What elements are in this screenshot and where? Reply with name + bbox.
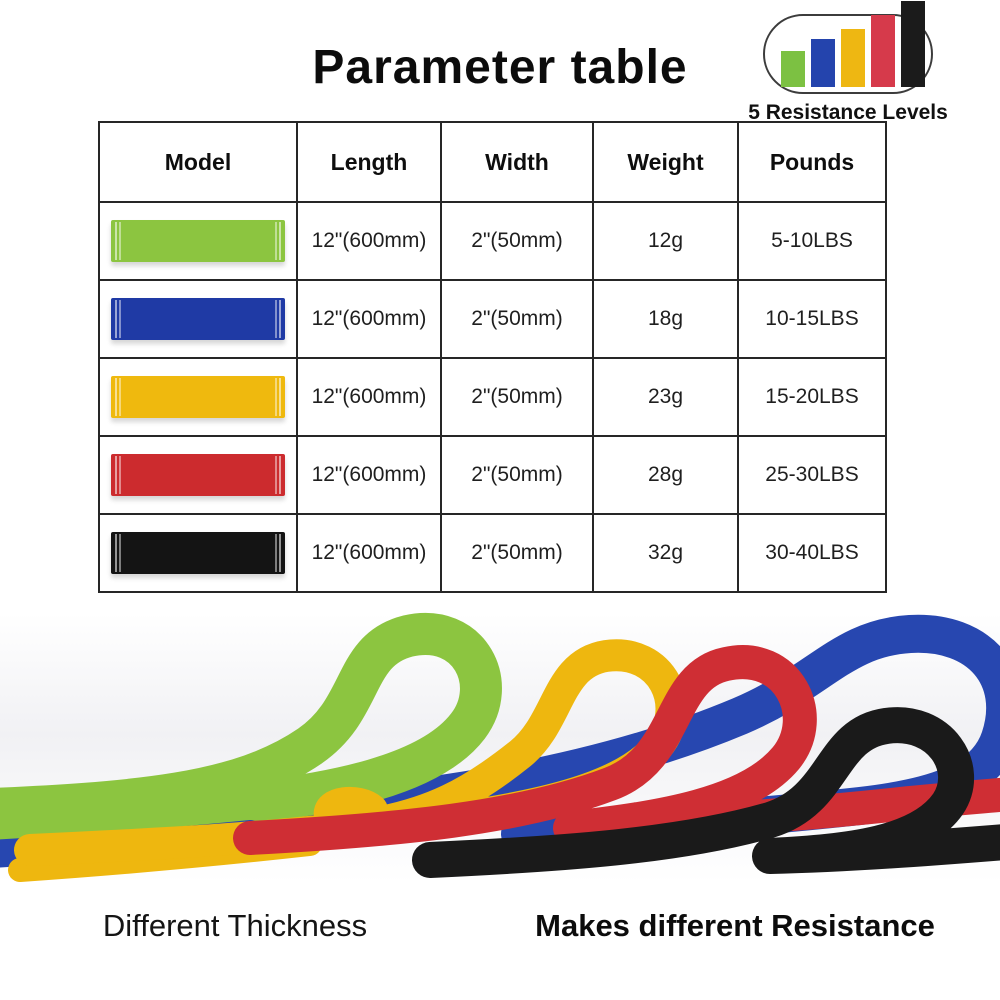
parameter-table: Model Length Width Weight Pounds 12"(600… [98, 121, 887, 593]
length-cell: 12"(600mm) [296, 357, 442, 437]
length-cell: 12"(600mm) [296, 279, 442, 359]
red-band-swatch [111, 454, 285, 496]
length-cell: 12"(600mm) [296, 435, 442, 515]
width-cell: 2"(50mm) [440, 513, 594, 593]
resistance-levels-badge: 5 Resistance Levels [748, 1, 948, 125]
levels-bar-chart [781, 1, 925, 87]
weight-cell: 12g [592, 201, 739, 281]
caption-different-thickness: Different Thickness [102, 908, 368, 943]
black-band-photo [412, 707, 1000, 878]
table-row: 12"(600mm) 2"(50mm) 18g 10-15LBS [98, 279, 887, 359]
level-bar-green [781, 51, 805, 87]
bands-illustration [0, 613, 1000, 883]
model-cell [98, 435, 298, 515]
page-title: Parameter table [312, 41, 688, 94]
table-row: 12"(600mm) 2"(50mm) 23g 15-20LBS [98, 357, 887, 437]
header-pounds: Pounds [737, 121, 887, 203]
length-cell: 12"(600mm) [296, 201, 442, 281]
green-band-photo [0, 613, 502, 844]
levels-label: 5 Resistance Levels [748, 101, 948, 124]
header-width: Width [440, 121, 594, 203]
yellow-band-swatch [111, 376, 285, 418]
model-cell [98, 279, 298, 359]
pounds-cell: 30-40LBS [737, 513, 887, 593]
table-header-row: Model Length Width Weight Pounds [98, 121, 887, 203]
model-cell [98, 513, 298, 593]
weight-cell: 18g [592, 279, 739, 359]
width-cell: 2"(50mm) [440, 357, 594, 437]
model-cell [98, 201, 298, 281]
green-band-swatch [111, 220, 285, 262]
footer-captions: Different Thickness Makes different Resi… [0, 908, 1000, 944]
level-bar-black [901, 1, 925, 87]
caption-makes-different-resistance: Makes different Resistance [535, 908, 935, 943]
pounds-cell: 10-15LBS [737, 279, 887, 359]
pounds-cell: 25-30LBS [737, 435, 887, 515]
header-model: Model [98, 121, 298, 203]
black-band-swatch [111, 532, 285, 574]
levels-pill-outline [763, 1, 933, 94]
pounds-cell: 15-20LBS [737, 357, 887, 437]
red-band-photo [233, 645, 1000, 855]
weight-cell: 28g [592, 435, 739, 515]
length-cell: 12"(600mm) [296, 513, 442, 593]
model-cell [98, 357, 298, 437]
level-bar-red [871, 15, 895, 87]
bands-photo [0, 598, 1000, 898]
weight-cell: 23g [592, 357, 739, 437]
level-bar-blue [811, 39, 835, 87]
pounds-cell: 5-10LBS [737, 201, 887, 281]
width-cell: 2"(50mm) [440, 435, 594, 515]
header-length: Length [296, 121, 442, 203]
weight-cell: 32g [592, 513, 739, 593]
blue-band-swatch [111, 298, 285, 340]
level-bar-yellow [841, 29, 865, 87]
width-cell: 2"(50mm) [440, 279, 594, 359]
width-cell: 2"(50mm) [440, 201, 594, 281]
table-row: 12"(600mm) 2"(50mm) 12g 5-10LBS [98, 201, 887, 281]
table-row: 12"(600mm) 2"(50mm) 32g 30-40LBS [98, 513, 887, 593]
table-row: 12"(600mm) 2"(50mm) 28g 25-30LBS [98, 435, 887, 515]
header-weight: Weight [592, 121, 739, 203]
